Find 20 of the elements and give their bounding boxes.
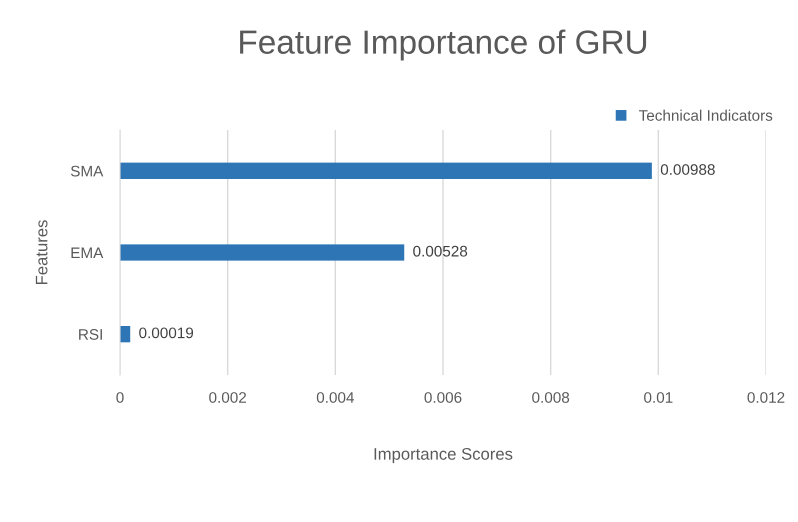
chart-title: Feature Importance of GRU	[240, 29, 646, 61]
x-tick-label: 0.008	[532, 392, 570, 403]
x-axis-title: Importance Scores	[374, 448, 512, 464]
y-tick-label: RSI	[79, 329, 102, 340]
y-tick-label: SMA	[70, 166, 104, 177]
x-tick-label: 0.012	[747, 392, 784, 403]
y-tick-label: EMA	[71, 248, 104, 258]
y-axis-title: Features	[36, 220, 48, 284]
bar	[120, 162, 652, 179]
x-tick-label: 0.006	[424, 392, 462, 403]
data-label: 0.00988	[660, 164, 715, 175]
data-label: 0.00019	[139, 327, 194, 338]
bar	[120, 326, 130, 342]
bar	[120, 244, 404, 261]
x-tick-label: 0.002	[209, 392, 246, 403]
legend-label: Technical Indicators	[638, 110, 772, 121]
x-tick-label: 0	[116, 392, 124, 403]
x-tick-label: 0.01	[644, 392, 672, 403]
x-tick-label: 0.004	[316, 392, 354, 403]
data-label: 0.00528	[413, 246, 468, 257]
